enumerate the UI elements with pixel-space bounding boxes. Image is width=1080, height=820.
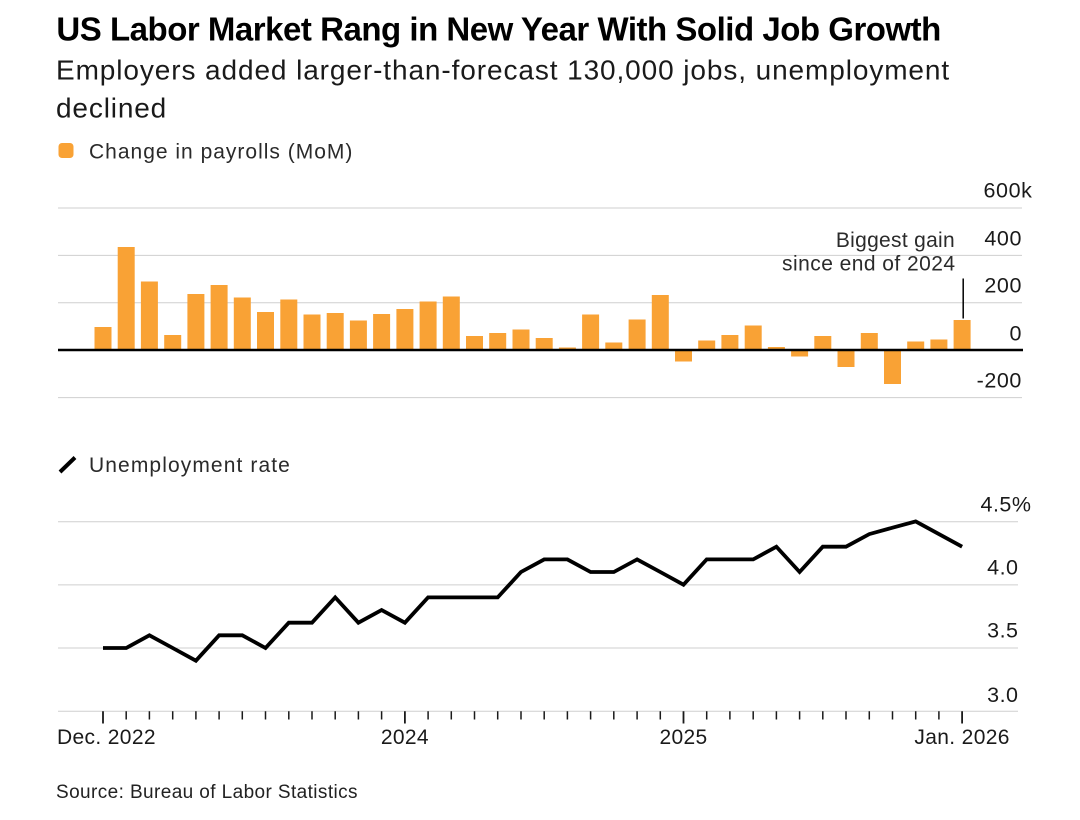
svg-text:2024: 2024 — [381, 726, 429, 749]
svg-text:Jan. 2026: Jan. 2026 — [914, 726, 1009, 749]
svg-text:Unemployment rate: Unemployment rate — [89, 454, 291, 477]
svg-text:600k: 600k — [983, 179, 1032, 203]
svg-text:3.5: 3.5 — [987, 619, 1018, 643]
svg-text:200: 200 — [984, 274, 1022, 298]
svg-text:Change in payrolls (MoM): Change in payrolls (MoM) — [89, 141, 353, 164]
svg-text:3.0: 3.0 — [987, 683, 1018, 707]
svg-text:Biggest gain: Biggest gain — [836, 229, 955, 252]
svg-text:declined: declined — [56, 93, 167, 124]
svg-text:4.5%: 4.5% — [980, 493, 1031, 517]
svg-text:-200: -200 — [977, 369, 1022, 393]
svg-text:since end of 2024: since end of 2024 — [782, 253, 955, 276]
svg-text:2025: 2025 — [659, 726, 707, 749]
svg-text:Dec. 2022: Dec. 2022 — [57, 726, 156, 749]
svg-text:0: 0 — [1009, 322, 1022, 346]
svg-text:400: 400 — [984, 227, 1022, 251]
svg-text:4.0: 4.0 — [987, 556, 1018, 580]
svg-text:US Labor Market Rang in New Ye: US Labor Market Rang in New Year With So… — [56, 11, 940, 48]
svg-text:Source: Bureau of Labor Statis: Source: Bureau of Labor Statistics — [56, 782, 358, 803]
svg-text:Employers added larger-than-fo: Employers added larger-than-forecast 130… — [56, 55, 950, 86]
